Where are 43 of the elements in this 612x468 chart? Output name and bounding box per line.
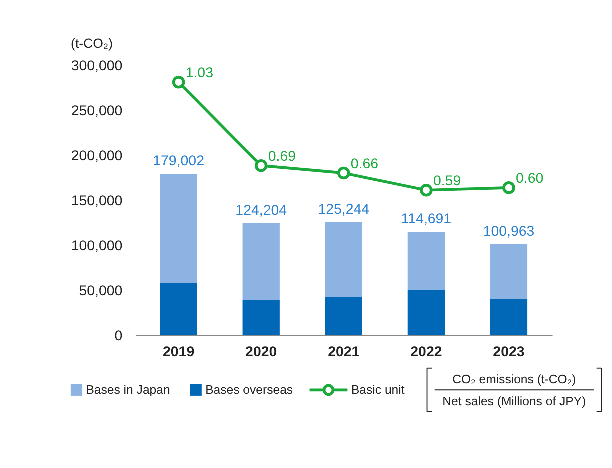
legend-label: Bases overseas [206, 382, 294, 397]
data-label: 0.60 [516, 171, 544, 188]
legend-label: Bases in Japan [86, 382, 170, 397]
point [502, 182, 516, 194]
y-tick-label: 200,000 [71, 148, 123, 164]
y-tick-label: 250,000 [71, 103, 123, 120]
point [254, 159, 268, 172]
total-label: 179,002 [153, 154, 205, 170]
bar [490, 244, 528, 300]
x-tick-label: 2023 [493, 344, 525, 361]
data-label: 0.69 [268, 149, 296, 166]
bar [160, 283, 198, 336]
bar [325, 297, 362, 336]
y-tick-label: 150,000 [71, 193, 123, 210]
y-tick-label: 100,000 [71, 238, 123, 254]
total-label: 124,204 [236, 202, 288, 219]
data-label: 0.66 [350, 156, 379, 172]
bar [160, 174, 198, 284]
x-tick-label: 2020 [246, 344, 278, 361]
bar [242, 223, 280, 300]
data-label: 1.03 [186, 66, 214, 82]
y-tick-label: 0 [114, 328, 123, 344]
bar [242, 300, 280, 336]
total-label: 100,963 [483, 224, 535, 240]
point [338, 166, 350, 180]
text: CO₂ emissions (t-CO₂) [452, 372, 576, 387]
x-tick-label: 2022 [410, 344, 442, 361]
point [420, 184, 433, 197]
bar [408, 232, 446, 290]
total-label: 125,244 [318, 202, 370, 218]
x-tick-label: 2021 [328, 344, 360, 361]
bar [408, 290, 446, 336]
legend-label: Basic unit [351, 382, 406, 397]
y-tick-label: 300,000 [71, 58, 123, 74]
y-axis-title: (t-CO₂) [71, 36, 113, 52]
bar [325, 222, 362, 298]
point [172, 76, 186, 89]
y-tick-label: 50,000 [79, 283, 123, 300]
total-label: 114,691 [401, 211, 452, 228]
bar [490, 299, 528, 336]
data-label: 0.59 [433, 174, 462, 190]
x-tick-label: 2019 [163, 344, 195, 361]
text: Net sales (Millions of JPY) [442, 394, 586, 408]
